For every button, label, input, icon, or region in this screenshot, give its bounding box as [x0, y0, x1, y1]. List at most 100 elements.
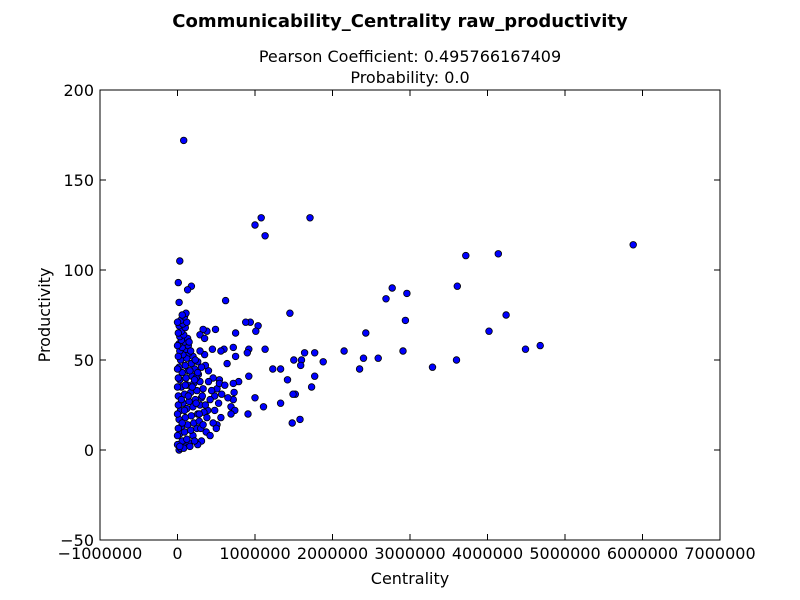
data-point [494, 250, 502, 258]
data-point [174, 329, 182, 337]
plot-area-frame [99, 89, 721, 541]
data-point [453, 282, 461, 290]
data-point [214, 399, 223, 407]
data-point [204, 377, 213, 386]
data-point [230, 388, 238, 397]
x-tick-label: 2000000 [297, 544, 368, 563]
data-point [283, 376, 292, 384]
data-point [300, 349, 309, 357]
data-point [174, 401, 182, 409]
data-point [186, 367, 194, 375]
data-point [197, 363, 206, 371]
data-point [209, 419, 217, 427]
data-point [388, 284, 396, 292]
data-point [174, 278, 182, 287]
data-point [521, 345, 530, 353]
x-tick-label: 0 [172, 544, 182, 563]
data-point [269, 365, 277, 373]
data-point [306, 214, 314, 222]
data-point [382, 295, 390, 303]
data-point [174, 374, 182, 382]
data-point [186, 442, 194, 451]
data-point [203, 413, 211, 422]
data-point [359, 354, 368, 362]
data-point [485, 327, 493, 335]
x-tick-label: 3000000 [374, 544, 445, 563]
data-point [241, 318, 250, 326]
data-point [231, 329, 240, 337]
y-tick-label: −50 [60, 531, 94, 550]
data-point [362, 329, 370, 337]
data-point [229, 343, 237, 352]
points-layer [173, 136, 637, 454]
y-tick-label: 200 [63, 81, 94, 100]
data-point [217, 347, 225, 355]
data-point [629, 241, 637, 249]
data-point [224, 394, 232, 402]
data-point [198, 392, 206, 400]
data-point [261, 345, 269, 353]
data-point [452, 356, 461, 364]
data-point [199, 385, 207, 393]
data-point [261, 232, 269, 240]
data-point [244, 410, 252, 418]
data-point [206, 431, 214, 440]
data-point [188, 383, 196, 391]
data-point [296, 415, 304, 424]
x-tick-label: 7000000 [684, 544, 755, 563]
data-point [181, 381, 189, 389]
data-point [251, 221, 259, 229]
ticks-layer: −1000000 0 1000000 2000000 3000000 4000000 500… [58, 81, 756, 563]
chart-title: Communicability_Centrality raw_productiv… [172, 11, 628, 32]
data-point [297, 361, 305, 370]
chart-subtitle-line-1: Pearson Coefficient: 0.495766167409 [259, 47, 561, 66]
data-point [307, 383, 316, 391]
data-point [174, 424, 182, 433]
data-point [201, 401, 210, 409]
data-point [195, 410, 203, 418]
data-point [199, 421, 207, 429]
y-tick-label: 50 [74, 351, 94, 370]
data-point [196, 347, 204, 355]
x-tick-label: 6000000 [607, 544, 678, 563]
data-point [257, 214, 265, 222]
data-point [178, 419, 186, 427]
data-point [190, 376, 199, 384]
data-point [276, 399, 285, 407]
data-point [183, 286, 192, 294]
data-point [173, 318, 182, 326]
data-point [217, 413, 225, 422]
data-point [251, 394, 259, 402]
data-point [401, 316, 410, 325]
data-point [185, 338, 193, 346]
data-point [288, 419, 296, 427]
data-point [181, 361, 189, 370]
data-point [399, 347, 407, 355]
data-point [173, 341, 182, 350]
y-tick-label: 100 [63, 261, 94, 280]
data-point [536, 341, 544, 350]
data-point [340, 347, 348, 355]
data-point [243, 349, 251, 357]
data-point [190, 437, 199, 445]
data-point [177, 395, 186, 404]
data-point [207, 386, 216, 395]
data-point [319, 358, 327, 366]
data-point [231, 352, 240, 361]
data-point [311, 372, 319, 380]
data-point [311, 349, 319, 357]
data-point [212, 424, 220, 433]
data-point [286, 309, 294, 317]
data-point [173, 365, 182, 373]
x-axis-label: Centrality [371, 569, 449, 588]
y-tick-label: 0 [84, 441, 94, 460]
data-point [355, 365, 364, 373]
data-point [276, 365, 285, 373]
x-tick-label: −1000000 [58, 544, 143, 563]
data-point [502, 311, 510, 319]
data-point [175, 298, 183, 307]
data-point [259, 403, 268, 411]
data-point [199, 325, 207, 334]
data-point [204, 367, 213, 375]
